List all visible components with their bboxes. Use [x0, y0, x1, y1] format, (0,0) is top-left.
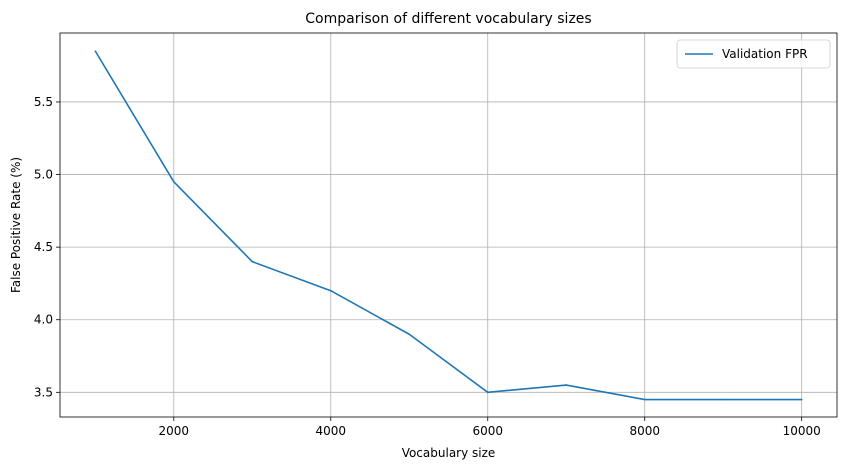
data-point [722, 398, 724, 401]
legend-label: Validation FPR [722, 47, 808, 61]
y-tick-label: 4.5 [34, 240, 53, 254]
data-point [329, 289, 332, 292]
y-tick-label: 3.5 [34, 385, 53, 399]
x-tick-label: 4000 [315, 424, 346, 438]
data-point [643, 398, 646, 401]
data-point [251, 260, 254, 263]
y-tick-label: 5.0 [34, 168, 53, 182]
data-point [94, 50, 97, 52]
x-tick-label: 8000 [629, 424, 660, 438]
series-line [94, 50, 802, 401]
data-point [173, 181, 175, 183]
data-point [565, 384, 568, 386]
data-point [486, 391, 489, 394]
grid [60, 33, 837, 417]
axis-ticks: 2000 4000 6000 8000 10000 3.5 4.0 4.5 5.0 5.5 [34, 95, 821, 438]
y-tick-label: 5.5 [34, 95, 53, 109]
y-tick-label: 4.0 [34, 313, 53, 327]
chart-title: Comparison of different vocabulary sizes [305, 11, 591, 27]
plot-area [60, 33, 837, 417]
data-point [800, 398, 803, 401]
x-axis-label: Vocabulary size [402, 446, 496, 460]
plot-frame [59, 32, 838, 418]
x-tick-label: 6000 [472, 424, 503, 438]
data-point [408, 333, 411, 336]
x-tick-label: 2000 [159, 424, 190, 438]
legend: Validation FPR [676, 39, 831, 69]
y-axis-label: False Positive Rate (%) [9, 157, 23, 293]
legend-box [676, 39, 831, 69]
series-layer [94, 50, 803, 401]
x-tick-label: 10000 [783, 424, 821, 438]
